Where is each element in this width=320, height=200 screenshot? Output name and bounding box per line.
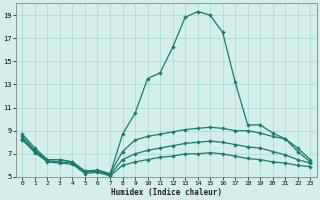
X-axis label: Humidex (Indice chaleur): Humidex (Indice chaleur) <box>111 188 222 197</box>
